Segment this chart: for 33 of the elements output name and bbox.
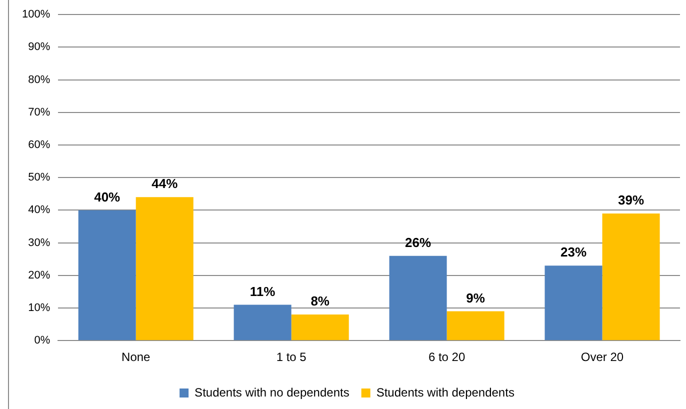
bar — [78, 210, 136, 340]
data-label: 23% — [560, 244, 587, 260]
bar — [544, 266, 602, 340]
bar — [234, 304, 292, 340]
bar — [291, 314, 349, 340]
y-tick-label: 30% — [28, 236, 50, 249]
data-label: 39% — [618, 192, 644, 208]
y-tick-label: 40% — [28, 204, 50, 216]
bar — [446, 311, 504, 340]
data-label: 26% — [405, 234, 432, 250]
x-tick-label: 1 to 5 — [276, 350, 307, 364]
data-label: 11% — [250, 284, 276, 299]
data-label: 8% — [310, 294, 330, 309]
x-tick-label: None — [122, 350, 151, 364]
y-tick-label: 70% — [28, 106, 50, 118]
data-label: 44% — [152, 176, 178, 192]
bar — [602, 213, 660, 340]
legend-label: Students with dependents — [376, 385, 514, 400]
data-label: 9% — [466, 290, 486, 306]
y-tick-label: 50% — [28, 172, 50, 184]
y-tick-label: 60% — [28, 139, 50, 152]
x-tick-label: Over 20 — [580, 350, 624, 364]
bar — [389, 256, 447, 340]
y-tick-label: 10% — [28, 302, 50, 314]
x-tick-label: 6 to 20 — [428, 350, 466, 364]
y-tick-label: 0% — [34, 334, 50, 347]
y-tick-label: 80% — [28, 74, 50, 86]
bar — [136, 197, 194, 340]
legend-label: Students with no dependents — [194, 385, 350, 400]
y-tick-label: 20% — [28, 269, 50, 282]
y-tick-label: 100% — [22, 8, 50, 21]
data-label: 40% — [94, 189, 121, 204]
y-tick-label: 90% — [28, 41, 50, 54]
